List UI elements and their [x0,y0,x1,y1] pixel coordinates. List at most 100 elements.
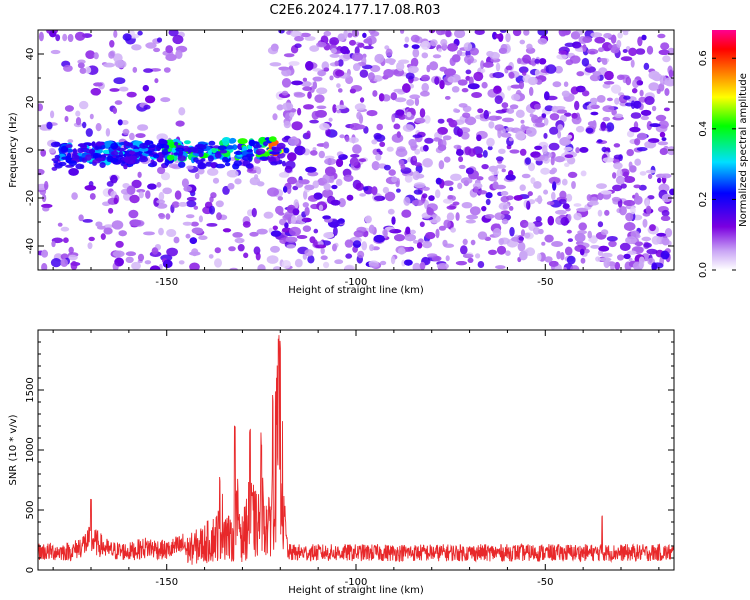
heatmap-cell [307,171,319,177]
heatmap-cell [226,169,239,178]
heatmap-cell [558,50,567,55]
heatmap-cell [112,250,125,258]
heatmap-cell [278,172,290,178]
snr-y-tick-label: 0 [25,567,36,573]
heatmap-cell [385,48,393,57]
heatmap-cell [467,83,480,90]
heatmap-cell [293,92,306,98]
heatmap-cell [391,113,396,123]
heatmap-cell [437,118,445,124]
heatmap-cell [623,176,636,183]
heatmap-cell [421,74,430,82]
heatmap-cell [522,71,527,76]
heatmap-cell [639,89,644,97]
heatmap-cell [414,117,426,124]
heatmap-cell [657,33,666,39]
heatmap-cell [338,154,348,160]
heatmap-band-cell [138,156,149,163]
heatmap-cell [656,88,661,95]
heatmap-cell [316,41,327,48]
heatmap-band-cell [281,160,286,167]
heatmap-cell [509,226,515,237]
heatmap-cell [422,186,430,191]
heatmap-y-tick-label: 40 [25,48,36,61]
heatmap-cell [378,93,385,102]
heatmap-band-cell [273,161,283,165]
heatmap-cell [664,77,674,87]
heatmap-cell [569,55,581,64]
heatmap-cell [368,224,375,234]
heatmap-cell [337,218,345,224]
heatmap-band-cell [184,140,191,145]
heatmap-cell [373,234,385,243]
heatmap-cell [495,156,504,162]
heatmap-cell [642,218,648,228]
heatmap-cell [475,253,481,259]
heatmap-cell [526,43,533,50]
heatmap-cell [82,219,93,223]
heatmap-cell [118,86,129,92]
heatmap-band-cell [222,156,229,163]
heatmap-cell [413,189,423,195]
heatmap-cell [473,208,478,216]
heatmap-cell [548,176,561,184]
heatmap-cell [234,178,242,185]
heatmap-cell [257,264,266,270]
heatmap-cell [100,233,106,240]
heatmap-cell [90,88,102,96]
heatmap-cell [172,34,184,45]
heatmap-cell [40,149,47,157]
heatmap-x-tick-label: -50 [537,277,553,288]
heatmap-cell [461,202,473,209]
heatmap-cell [657,141,669,146]
heatmap-cell [329,75,334,81]
heatmap-cell [191,227,204,234]
heatmap-cell [520,124,526,133]
colorbar-tick-label: 0.6 [698,50,709,66]
heatmap-cell [544,91,550,101]
heatmap-cell [315,110,327,118]
heatmap-cell [312,81,317,90]
heatmap-cell [325,166,336,177]
heatmap-cell [49,30,57,38]
heatmap-cell [60,258,68,267]
heatmap-band-cell [200,158,206,162]
heatmap-cell [649,224,656,232]
heatmap-cell [95,221,103,227]
heatmap-cell [270,43,279,52]
heatmap-cell [71,192,78,200]
heatmap-cell [587,121,596,127]
heatmap-cell [41,263,48,270]
heatmap-cell [617,32,623,39]
heatmap-cell [551,191,556,201]
colorbar [712,30,736,270]
heatmap-cell [534,69,540,77]
heatmap-cell [597,250,603,256]
heatmap-cell [114,100,123,105]
heatmap-cell [431,255,442,262]
heatmap-cell [197,167,205,175]
heatmap-cell [421,193,428,199]
heatmap-band-cell [174,141,179,146]
heatmap-band-cell [194,144,204,149]
heatmap-cell [625,236,637,245]
heatmap-cell [186,196,197,202]
heatmap-cell [590,97,598,104]
heatmap-cell [303,190,308,200]
heatmap-cell [637,36,643,47]
heatmap-cell [562,203,570,210]
heatmap-cell [623,171,629,178]
heatmap-cell [447,195,454,200]
heatmap-cell [283,120,291,129]
heatmap-band-cell [148,144,156,149]
heatmap-cell [68,246,74,254]
heatmap-cell [660,173,672,179]
heatmap-cell [630,206,636,215]
heatmap-cell [212,177,220,184]
heatmap-cell [432,54,442,59]
heatmap-cell [420,40,431,50]
heatmap-y-tick-label: 0 [25,147,36,153]
heatmap-cell [495,62,501,72]
heatmap-cell [335,178,343,186]
heatmap-cell [324,158,337,165]
